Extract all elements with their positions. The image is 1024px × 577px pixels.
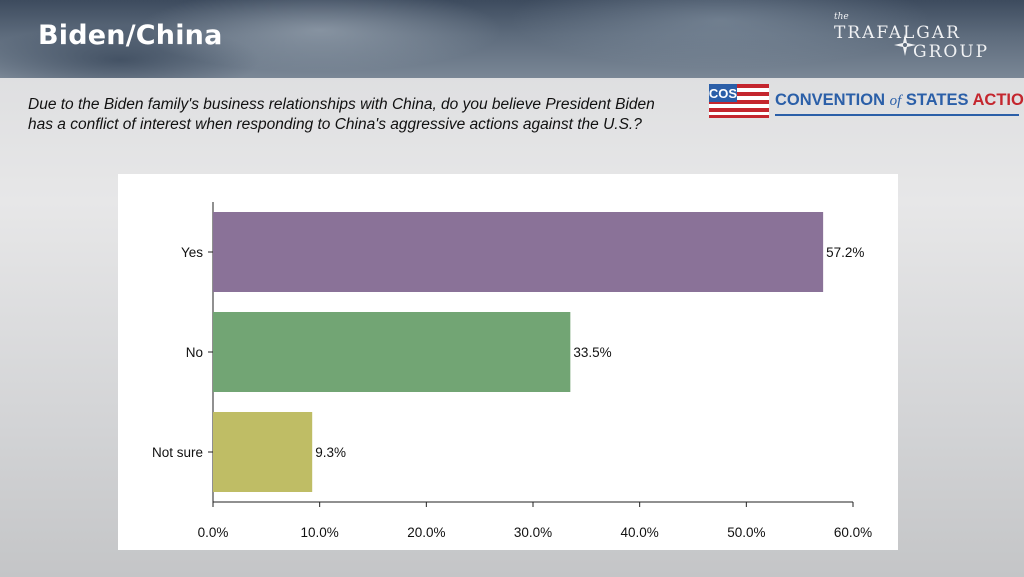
category-label: No [186,345,203,360]
cos-underline [775,114,1019,116]
x-tick-label: 20.0% [407,525,445,540]
cos-of-text: of [889,93,902,109]
x-tick-label: 40.0% [621,525,659,540]
value-label: 57.2% [826,245,864,260]
header-banner: Biden/China the TRAFALGAR GROUP [0,0,1024,78]
convention-of-states-logo: COS CONVENTION of STATES ACTION [709,84,1024,122]
compass-rose-icon [894,34,916,56]
bar-no [213,312,571,392]
category-label: Not sure [152,445,203,460]
logo-line2-text: GROUP [913,42,990,62]
x-tick-label: 50.0% [727,525,765,540]
bar-yes [213,212,824,292]
cos-action-text: ACTION [972,91,1024,109]
value-label: 9.3% [315,445,346,460]
cos-states-text: STATES [905,91,969,109]
cos-flag-icon: COS [709,84,769,118]
x-tick-label: 0.0% [198,525,229,540]
cos-abbr-text: COS [709,86,737,101]
cos-convention-text: CONVENTION [775,91,886,109]
bar-chart: Yes 57.2% No 33.5% Not sure 9.3% 0.0% 10.0% 20.0… [152,202,872,540]
value-label: 33.5% [573,345,611,360]
cos-wordmark: CONVENTION of STATES ACTION [775,91,1024,110]
logo-line1-text: TRAFALGAR [834,23,961,43]
x-tick-label: 60.0% [834,525,872,540]
logo-the-text: the [834,12,849,22]
category-label: Yes [181,245,203,260]
x-tick-label: 30.0% [514,525,552,540]
trafalgar-group-logo: the TRAFALGAR GROUP [830,12,990,68]
bar-not-sure [213,412,313,492]
page-title: Biden/China [38,20,223,51]
chart-panel: Yes 57.2% No 33.5% Not sure 9.3% 0.0% 10.0% 20.0… [118,174,898,550]
survey-question: Due to the Biden family's business relat… [28,96,655,133]
x-tick-label: 10.0% [301,525,339,540]
